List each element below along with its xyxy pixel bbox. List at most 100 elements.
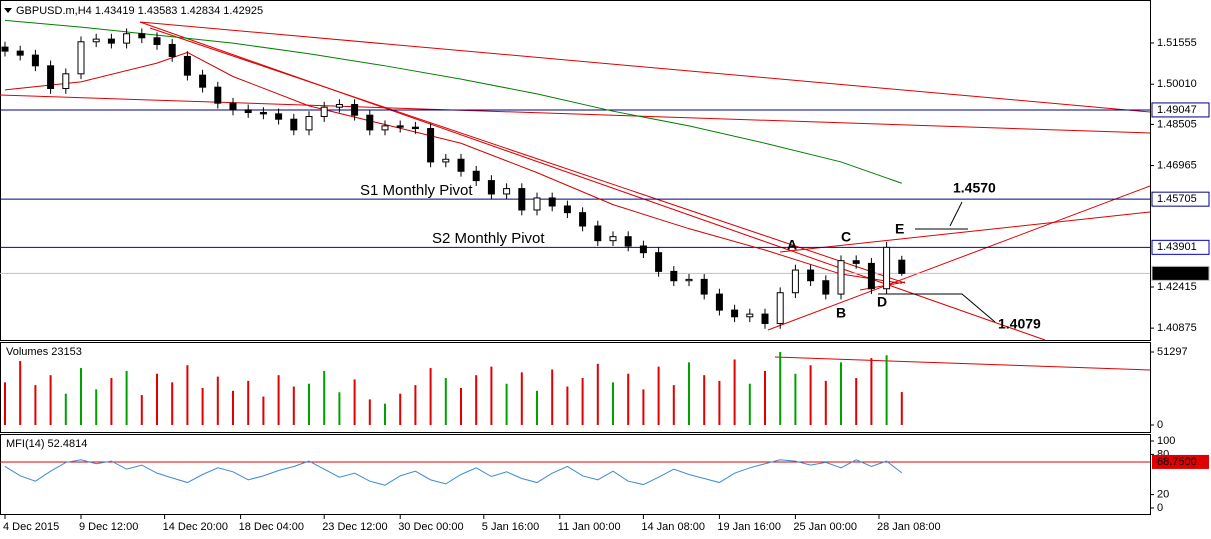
- candle-body: [62, 73, 70, 90]
- candle-body: [442, 158, 450, 163]
- y-tick-label: 51297: [1157, 346, 1188, 358]
- candle-body: [47, 65, 55, 90]
- y-tick-label: 1.46965: [1157, 159, 1197, 171]
- candle-body: [77, 41, 85, 75]
- price-frame: [0, 0, 1151, 341]
- y-tick-label: 1.40875: [1157, 322, 1197, 334]
- candle-body: [594, 225, 602, 242]
- candle-body: [852, 260, 860, 264]
- candle-body: [639, 245, 647, 254]
- candle-body: [533, 197, 541, 211]
- candle-body: [168, 43, 176, 57]
- mfi-line: [4, 459, 903, 486]
- pointer: [949, 201, 963, 227]
- candle-body: [411, 126, 419, 130]
- x-tick-label: 14 Dec 20:00: [163, 521, 228, 533]
- candle-body: [867, 262, 875, 290]
- candle-body: [715, 293, 723, 311]
- x-tick-label: 23 Dec 12:00: [322, 521, 387, 533]
- candle-body: [290, 118, 298, 131]
- candle-body: [244, 109, 252, 114]
- candle-body: [259, 112, 267, 115]
- annotation: D: [877, 294, 887, 310]
- level-box: [1152, 454, 1209, 469]
- candle-body: [381, 125, 389, 131]
- trend-line: [779, 211, 1151, 253]
- y-tick-label: 1.50010: [1157, 78, 1197, 90]
- candle-body: [92, 38, 100, 43]
- candle-body: [898, 259, 906, 274]
- x-tick-label: 14 Jan 08:00: [641, 521, 705, 533]
- candle-body: [229, 102, 237, 111]
- annotation: B: [836, 305, 846, 321]
- candle-body: [305, 116, 313, 131]
- candle-body: [883, 246, 891, 290]
- annotation: 1.4570: [953, 180, 996, 196]
- level-label: 68.7500: [1157, 456, 1197, 468]
- candle-body: [791, 269, 799, 294]
- trend-line: [149, 27, 906, 284]
- level-box: [1151, 102, 1210, 118]
- candle-body: [837, 260, 845, 295]
- candle-body: [548, 197, 556, 207]
- annotation: E: [895, 221, 904, 237]
- x-tick-label: 28 Jan 08:00: [877, 521, 941, 533]
- y-tick-label: 1.48505: [1157, 118, 1197, 130]
- chart-title: GBPUSD.m,H4 1.43419 1.43583 1.42834 1.42…: [16, 5, 263, 17]
- trend-line: [139, 21, 1046, 341]
- level-label: 1.42925: [1157, 267, 1197, 279]
- level-label: 1.49047: [1157, 104, 1197, 116]
- y-tick-label: 0: [1157, 419, 1163, 431]
- mfi-frame: [0, 434, 1151, 515]
- trend-lines: [0, 21, 1151, 371]
- volume-frame: [0, 342, 1151, 433]
- trend-line: [859, 281, 906, 291]
- annotation: A: [787, 237, 797, 253]
- annotation: S1 Monthly Pivot: [360, 182, 473, 199]
- candle-body: [320, 106, 328, 118]
- x-tick-label: 9 Dec 12:00: [79, 521, 138, 533]
- candle-body: [153, 37, 161, 45]
- candle-body: [107, 38, 115, 44]
- level-box: [1151, 191, 1210, 207]
- candle-body: [685, 278, 693, 282]
- level-box: [1151, 239, 1210, 255]
- candle-body: [123, 33, 131, 44]
- trend-line: [139, 21, 1151, 113]
- candle-body: [807, 269, 815, 282]
- x-tick-label: 5 Jan 16:00: [482, 521, 540, 533]
- candle-body: [563, 205, 571, 214]
- candle-body: [761, 313, 769, 324]
- moving-average: [4, 51, 902, 284]
- candle-body: [472, 170, 480, 182]
- candle-body: [822, 280, 830, 295]
- y-tick-label: 1.51555: [1157, 37, 1197, 49]
- trend-line: [0, 94, 1151, 134]
- annotation: 1.4079: [998, 316, 1041, 332]
- candle-body: [138, 33, 146, 39]
- x-tick-label: 25 Jan 00:00: [793, 521, 857, 533]
- candle-body: [1, 46, 9, 52]
- candle-body: [609, 236, 617, 242]
- menu-triangle: [4, 8, 12, 13]
- annotation: S2 Monthly Pivot: [432, 230, 545, 247]
- candle-body: [776, 292, 784, 324]
- panel-title: Volumes 23153: [6, 346, 82, 358]
- candle-body: [351, 104, 359, 116]
- level-label: 1.45705: [1157, 193, 1197, 205]
- x-tick-label: 18 Dec 04:00: [239, 521, 304, 533]
- candle-body: [335, 104, 343, 108]
- candle-body: [503, 188, 511, 195]
- candle-body: [746, 313, 754, 318]
- trend-line: [774, 356, 1151, 371]
- x-tick-label: 19 Jan 16:00: [717, 521, 781, 533]
- panel-title: MFI(14) 52.4814: [6, 438, 87, 450]
- y-tick-label: 100: [1157, 435, 1175, 447]
- x-tick-label: 11 Jan 00:00: [558, 521, 621, 533]
- candle-body: [275, 113, 283, 120]
- candle-body: [396, 125, 404, 128]
- pointer: [878, 293, 996, 323]
